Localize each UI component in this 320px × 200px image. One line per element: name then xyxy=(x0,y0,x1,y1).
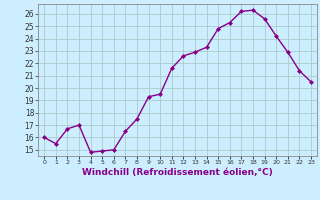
X-axis label: Windchill (Refroidissement éolien,°C): Windchill (Refroidissement éolien,°C) xyxy=(82,168,273,177)
